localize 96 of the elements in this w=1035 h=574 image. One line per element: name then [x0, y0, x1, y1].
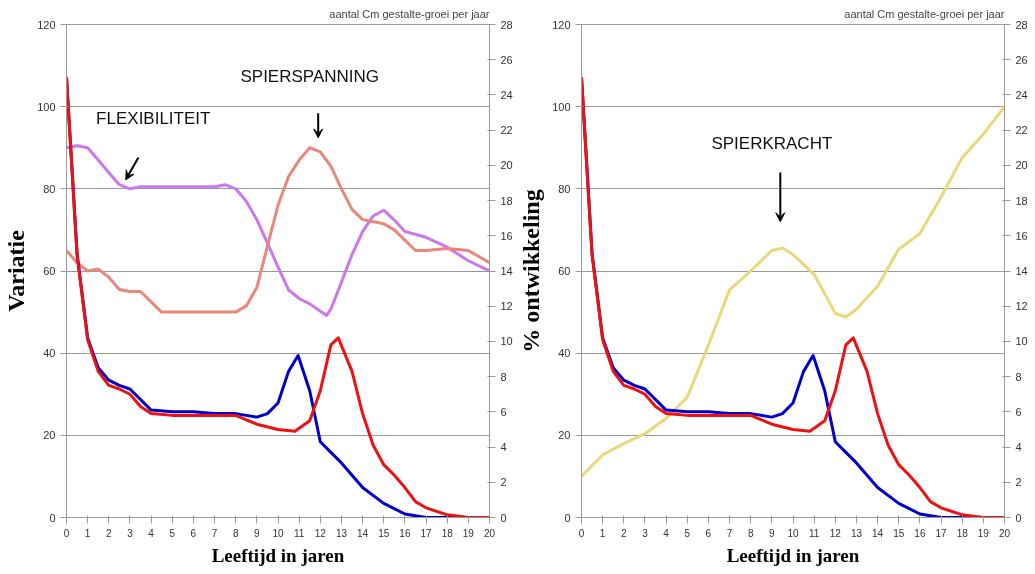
x-tick-label: 15	[893, 527, 905, 539]
y2-tick-label: 12	[1015, 300, 1028, 313]
y2-tick-label: 4	[1015, 441, 1022, 454]
line-series	[581, 105, 1005, 478]
x-tick-label: 11	[808, 527, 820, 539]
y-axis-title: Variatie	[3, 229, 30, 312]
x-tick-label: 15	[378, 527, 390, 539]
y2-tick-label: 18	[1015, 194, 1028, 207]
x-tick-label: 1	[84, 527, 91, 539]
y2-tick-label: 16	[500, 229, 513, 242]
y-tick-label: 80	[43, 182, 56, 195]
x-tick-label: 19	[462, 527, 475, 539]
y2-axis-title: aantal Cm gestalte-groei per jaar	[844, 7, 1005, 20]
x-tick-label: 2	[621, 527, 628, 539]
x-tick-label: 3	[642, 527, 649, 539]
y2-tick-label: 26	[1015, 53, 1028, 66]
y-tick-label: 0	[49, 511, 56, 524]
y-axis-title: % ontwikkeling	[518, 189, 545, 353]
y-tick-label: 120	[37, 18, 56, 31]
y2-tick-label: 6	[500, 405, 507, 418]
x-tick-label: 6	[190, 527, 197, 539]
y-tick-label: 120	[552, 18, 571, 31]
x-tick-label: 8	[747, 527, 754, 539]
y2-tick-label: 22	[500, 124, 513, 137]
y-tick-label: 80	[558, 182, 571, 195]
y-tick-label: 20	[558, 429, 571, 442]
y2-tick-label: 12	[500, 300, 513, 313]
y2-tick-label: 28	[500, 18, 513, 31]
y2-tick-label: 6	[1015, 405, 1022, 418]
y2-tick-label: 24	[500, 88, 513, 101]
y2-tick-label: 2	[1015, 476, 1022, 489]
y2-tick-label: 8	[1015, 370, 1022, 383]
x-tick-label: 11	[293, 527, 305, 539]
x-tick-label: 9	[254, 527, 261, 539]
x-tick-label: 19	[977, 527, 990, 539]
y2-tick-label: 28	[1015, 18, 1028, 31]
y2-tick-label: 14	[1015, 265, 1028, 277]
x-tick-label: 3	[127, 527, 134, 539]
y2-tick-label: 18	[500, 194, 513, 207]
x-tick-label: 7	[211, 527, 218, 539]
y2-tick-label: 10	[1015, 335, 1028, 348]
x-tick-label: 5	[684, 527, 691, 539]
y2-axis-title: aantal Cm gestalte-groei per jaar	[329, 7, 490, 20]
x-tick-label: 12	[314, 527, 327, 539]
x-tick-label: 14	[872, 527, 884, 539]
x-tick-label: 5	[169, 527, 176, 539]
x-tick-label: 18	[441, 527, 454, 539]
y-tick-label: 100	[37, 100, 56, 113]
y2-tick-label: 16	[1015, 229, 1028, 242]
y-tick-label: 60	[43, 265, 56, 277]
annotation: SPIERKRACHT	[711, 133, 833, 153]
x-tick-label: 17	[935, 527, 948, 539]
x-tick-label: 9	[769, 527, 776, 539]
x-axis-title: Leeftijd in jaren	[211, 544, 345, 566]
annotation: FLEXIBILITEIT	[96, 109, 211, 129]
annotation: SPIERSPANNING	[240, 67, 380, 87]
x-tick-label: 18	[956, 527, 969, 539]
x-tick-label: 8	[232, 527, 239, 539]
x-tick-label: 12	[829, 527, 842, 539]
y2-tick-label: 14	[500, 265, 513, 277]
x-tick-label: 4	[148, 527, 155, 539]
x-tick-label: 13	[850, 527, 863, 539]
y-tick-label: 60	[558, 265, 571, 277]
y2-tick-label: 22	[1015, 124, 1028, 137]
y2-tick-label: 0	[500, 511, 507, 524]
x-tick-label: 20	[483, 527, 496, 539]
x-tick-label: 16	[914, 527, 926, 539]
y-tick-label: 40	[43, 347, 56, 360]
y-tick-label: 40	[558, 347, 571, 360]
y2-tick-label: 20	[1015, 159, 1028, 172]
y-tick-label: 20	[43, 429, 56, 442]
x-tick-label: 20	[998, 527, 1011, 539]
x-tick-label: 6	[705, 527, 712, 539]
x-tick-label: 4	[663, 527, 670, 539]
x-tick-label: 2	[106, 527, 113, 539]
x-tick-label: 0	[578, 527, 585, 539]
x-tick-label: 0	[63, 527, 70, 539]
x-tick-label: 13	[335, 527, 348, 539]
y2-tick-label: 0	[1015, 511, 1022, 524]
y-tick-label: 100	[552, 100, 571, 113]
x-tick-label: 10	[787, 527, 799, 539]
x-tick-label: 17	[420, 527, 433, 539]
x-tick-label: 7	[726, 527, 733, 539]
y2-tick-label: 8	[500, 370, 507, 383]
x-axis-title: Leeftijd in jaren	[726, 544, 860, 566]
x-tick-label: 14	[357, 527, 369, 539]
x-tick-label: 16	[399, 527, 411, 539]
y2-tick-label: 24	[1015, 88, 1028, 101]
y2-tick-label: 4	[500, 441, 507, 454]
y2-tick-label: 2	[500, 476, 507, 489]
y2-tick-label: 10	[500, 335, 513, 348]
y2-tick-label: 20	[500, 159, 513, 172]
x-tick-label: 1	[599, 527, 606, 539]
x-tick-label: 10	[272, 527, 284, 539]
y-tick-label: 0	[564, 511, 571, 524]
y2-tick-label: 26	[500, 53, 513, 66]
